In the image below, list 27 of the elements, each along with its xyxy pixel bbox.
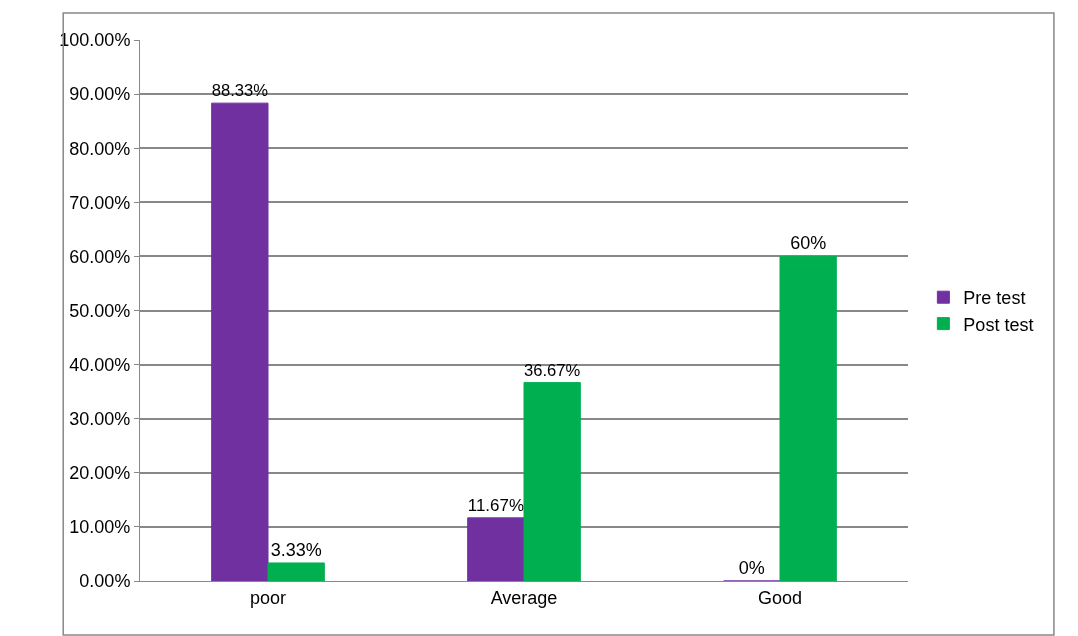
bar (779, 255, 837, 581)
bar (467, 517, 525, 581)
bar (267, 562, 325, 581)
legend-label: Post test (963, 314, 1034, 335)
x-tick-label: Good (757, 587, 803, 608)
data-label: 88.33% (211, 81, 269, 101)
y-tick-label: 80.00% (69, 138, 131, 159)
x-tick-label: poor (249, 587, 287, 608)
data-label: 60% (790, 233, 827, 254)
y-tick-label: 60.00% (69, 246, 131, 267)
y-tick-label: 90.00% (69, 84, 131, 105)
y-tick-label: 10.00% (69, 517, 131, 538)
x-tick-label: Average (490, 587, 558, 608)
data-label: 3.33% (270, 539, 322, 560)
data-label: 36.67% (524, 360, 581, 380)
y-tick-label: 30.00% (69, 409, 131, 429)
y-tick-label: 40.00% (69, 354, 131, 375)
y-tick-label: 100.00% (59, 30, 131, 51)
y-tick-label: 0.00% (79, 571, 131, 592)
y-tick-label: 50.00% (69, 300, 131, 321)
bar (523, 382, 581, 581)
data-label: 11.67% (467, 496, 524, 516)
bar (211, 102, 269, 581)
y-tick-label: 20.00% (69, 463, 131, 484)
data-label: 0% (738, 558, 765, 578)
y-tick-label: 70.00% (69, 192, 131, 213)
legend-label: Pre test (963, 288, 1026, 309)
